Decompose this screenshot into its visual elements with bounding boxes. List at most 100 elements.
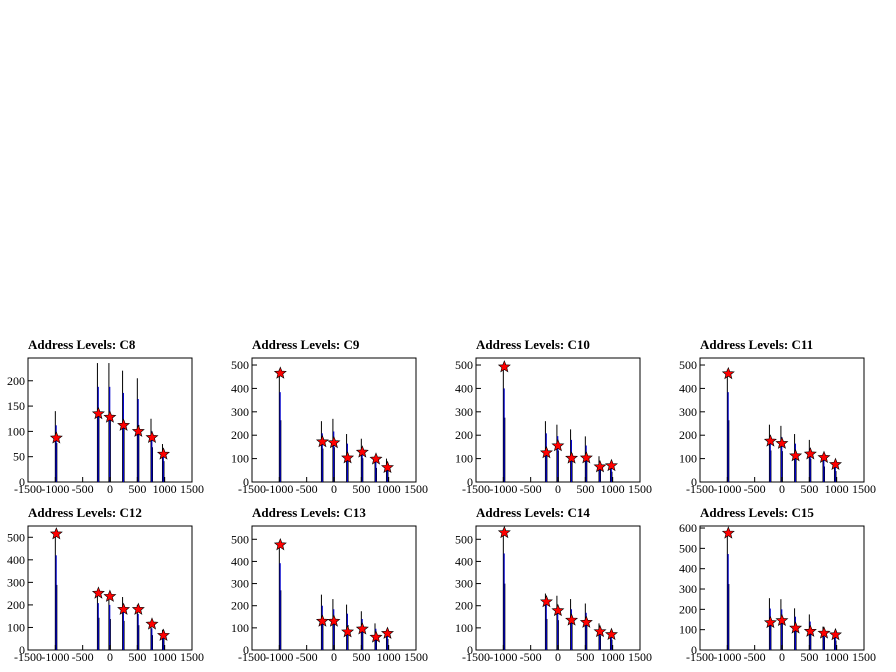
y-tick-label: 200 [679,602,697,616]
y-tick-label: 500 [455,532,473,546]
histogram-panel: Address Levels: C9 0 100 200 300 400 500 -1500-… [224,336,448,504]
peak-marker [775,613,789,627]
histogram-plot: 0 100 200 300 400 500 -1500 -1000 -500 0 500 1000 15… [679,357,876,496]
x-tick-label: 1000 [377,650,401,664]
histogram-panel: Address Levels: C15 0 100 200 300 400 500 600 -1… [672,504,896,672]
y-tick-label: 100 [231,621,249,635]
peak-marker [497,360,511,373]
x-tick-label: -500 [296,650,318,664]
peak-marker [341,625,355,638]
histogram-panel: Address Levels: C13 0 100 200 300 400 500 -1500… [224,504,448,672]
peak-marker [539,445,553,459]
peak-marker [131,602,145,615]
x-tick-label: 1500 [852,482,876,496]
y-tick-label: 200 [679,428,697,442]
x-tick-label: -1500 [686,482,714,496]
x-tick-label: 500 [128,482,146,496]
x-tick-label: 500 [352,650,370,664]
peak-marker [49,527,63,540]
y-tick-label: 0 [243,475,249,489]
y-tick-label: 100 [679,623,697,637]
y-tick-label: 500 [679,541,697,555]
peak-marker [369,630,383,643]
peak-marker [789,621,803,634]
x-tick-label: 0 [331,482,337,496]
peak-marker [49,431,63,444]
x-tick-label: 1500 [404,482,428,496]
x-tick-label: -500 [520,650,542,664]
x-tick-label: -500 [72,482,94,496]
peak-marker [91,586,105,599]
peak-marker [593,624,607,638]
y-tick-label: 400 [7,553,25,567]
peak-marker [327,614,341,627]
x-tick-label: 0 [331,650,337,664]
chart-title: Address Levels: C9 [252,337,360,352]
x-tick-label: 0 [555,482,561,496]
x-tick-label: -1500 [238,482,266,496]
y-tick-label: 150 [7,399,25,413]
y-tick-label: 200 [455,428,473,442]
y-tick-label: 300 [7,575,25,589]
x-tick-label: 1000 [153,482,177,496]
x-tick-label: -1500 [14,482,42,496]
y-tick-label: 400 [231,554,249,568]
y-tick-label: 300 [455,577,473,591]
x-tick-label: 500 [576,650,594,664]
y-tick-label: 0 [467,475,473,489]
y-tick-label: 600 [679,521,697,535]
peak-marker [579,615,593,628]
y-tick-label: 0 [691,475,697,489]
x-tick-label: 500 [128,650,146,664]
peak-marker [828,457,842,470]
y-tick-label: 100 [455,452,473,466]
y-tick-label: 200 [231,428,249,442]
y-tick-label: 500 [231,358,249,372]
peak-marker [341,451,355,464]
peak-marker [604,627,618,641]
x-tick-label: 1500 [180,482,204,496]
y-tick-label: 400 [455,381,473,395]
peak-marker [828,627,842,641]
histogram-panel: Address Levels: C8 0 50 100 150 200 -1500 -1000… [0,336,224,504]
histogram-plot: 0 100 200 300 400 500 -1500 -1000 -500 0 500 1000 15… [455,357,652,496]
peak-marker [604,458,618,472]
y-tick-label: 500 [679,358,697,372]
x-tick-label: 1500 [628,482,652,496]
peak-marker [565,451,579,464]
y-tick-label: 0 [467,643,473,657]
x-tick-label: -500 [520,482,542,496]
x-tick-label: -500 [72,650,94,664]
peak-marker [817,626,831,639]
peak-marker [497,525,511,539]
y-tick-label: 200 [7,374,25,388]
peak-marker [131,424,145,437]
x-tick-label: 1000 [377,482,401,496]
x-tick-label: -1000 [713,650,741,664]
x-tick-label: 500 [800,482,818,496]
x-tick-label: -1000 [41,650,69,664]
peak-marker [789,448,803,462]
peak-marker [551,438,565,452]
y-tick-label: 0 [691,643,697,657]
histogram-plot: 0 100 200 300 400 500 600 -1500 -1000 -500 0 500 100… [679,521,876,664]
y-tick-label: 400 [679,562,697,576]
y-tick-label: 100 [231,452,249,466]
y-tick-label: 400 [455,554,473,568]
y-tick-label: 400 [679,381,697,395]
peak-marker [117,602,131,615]
peak-marker [551,603,565,617]
histogram-plot: 0 100 200 300 400 500 -1500 -1000 -500 0 500 1000 15… [231,357,428,496]
y-tick-label: 500 [231,532,249,546]
x-tick-label: 0 [107,650,113,664]
y-tick-label: 300 [679,582,697,596]
peak-marker [803,624,817,637]
histogram-panel: Address Levels: C11 0 100 200 300 400 500 -1500… [672,336,896,504]
y-tick-label: 200 [7,598,25,612]
peak-marker [579,451,593,464]
y-tick-label: 200 [455,599,473,613]
peak-marker [315,434,329,448]
histogram-plot: 0 100 200 300 400 500 -1500 -1000 -500 0 500 1000 15… [7,525,204,664]
x-tick-label: -500 [296,482,318,496]
x-tick-label: 1500 [628,650,652,664]
